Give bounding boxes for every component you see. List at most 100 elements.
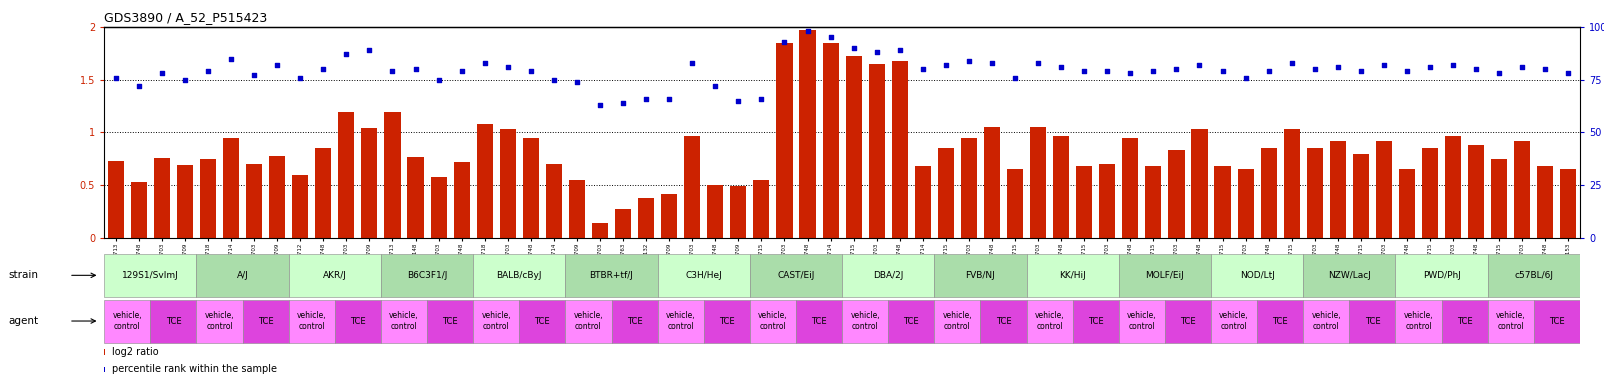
Bar xyxy=(1027,300,1073,343)
Text: vehicle,
control: vehicle, control xyxy=(1128,311,1156,331)
Bar xyxy=(685,136,701,238)
Point xyxy=(1325,64,1351,70)
Point xyxy=(149,70,175,76)
Text: vehicle,
control: vehicle, control xyxy=(666,311,696,331)
Point xyxy=(449,68,475,74)
Text: TCE: TCE xyxy=(350,316,366,326)
Bar xyxy=(1349,300,1395,343)
Bar xyxy=(1258,300,1302,343)
Bar xyxy=(1076,166,1092,238)
Text: TCE: TCE xyxy=(627,316,642,326)
Bar xyxy=(338,113,354,238)
Bar xyxy=(1330,141,1346,238)
Bar xyxy=(938,148,954,238)
Bar xyxy=(1283,129,1299,238)
Bar xyxy=(980,300,1027,343)
Text: FVB/NJ: FVB/NJ xyxy=(966,271,996,280)
Text: TCE: TCE xyxy=(1549,316,1564,326)
Text: CAST/EiJ: CAST/EiJ xyxy=(778,271,815,280)
Bar xyxy=(961,138,977,238)
Text: BTBR+tf/J: BTBR+tf/J xyxy=(590,271,634,280)
Text: vehicle,
control: vehicle, control xyxy=(1404,311,1434,331)
Point xyxy=(772,39,797,45)
Point xyxy=(1163,66,1189,72)
Bar xyxy=(1492,159,1508,238)
Bar xyxy=(1302,254,1395,297)
Point xyxy=(196,68,221,74)
Bar xyxy=(776,43,792,238)
Point xyxy=(1347,68,1373,74)
Bar xyxy=(454,162,470,238)
Text: percentile rank within the sample: percentile rank within the sample xyxy=(112,364,277,374)
Text: vehicle,
control: vehicle, control xyxy=(943,311,972,331)
Text: BALB/cByJ: BALB/cByJ xyxy=(497,271,542,280)
Text: KK/HiJ: KK/HiJ xyxy=(1059,271,1086,280)
Bar xyxy=(1123,138,1139,238)
Point xyxy=(472,60,497,66)
Bar xyxy=(565,254,658,297)
Point xyxy=(1463,66,1489,72)
Bar xyxy=(1561,169,1577,238)
Point xyxy=(656,96,682,102)
Point xyxy=(218,55,244,61)
Point xyxy=(403,66,428,72)
Bar xyxy=(427,300,473,343)
Point xyxy=(1371,62,1397,68)
Point xyxy=(425,76,451,83)
Text: vehicle,
control: vehicle, control xyxy=(759,311,788,331)
Bar xyxy=(151,300,196,343)
Bar xyxy=(1211,300,1258,343)
Bar xyxy=(380,254,473,297)
Point xyxy=(1233,74,1259,81)
Bar xyxy=(1352,154,1368,238)
Point xyxy=(818,34,844,40)
Bar xyxy=(245,164,261,238)
Bar xyxy=(934,300,980,343)
Text: TCE: TCE xyxy=(1365,316,1379,326)
Point xyxy=(565,79,590,85)
Text: TCE: TCE xyxy=(165,316,181,326)
Bar xyxy=(380,300,427,343)
Bar xyxy=(407,157,423,238)
Bar xyxy=(796,300,842,343)
Point xyxy=(1049,64,1075,70)
Point xyxy=(1071,68,1097,74)
Bar xyxy=(1533,300,1580,343)
Text: B6C3F1/J: B6C3F1/J xyxy=(407,271,448,280)
Bar xyxy=(934,254,1027,297)
Point xyxy=(127,83,152,89)
Bar xyxy=(1487,300,1533,343)
Bar xyxy=(107,161,124,238)
Point xyxy=(680,60,706,66)
Text: vehicle,
control: vehicle, control xyxy=(1035,311,1065,331)
Point xyxy=(265,62,290,68)
Point xyxy=(956,58,982,64)
Bar xyxy=(1302,300,1349,343)
Point xyxy=(634,96,659,102)
Bar xyxy=(1307,148,1323,238)
Bar xyxy=(385,113,401,238)
Bar xyxy=(704,300,749,343)
Point xyxy=(587,102,613,108)
Point xyxy=(1118,70,1144,76)
Bar xyxy=(1099,164,1115,238)
Bar xyxy=(614,209,630,238)
Text: vehicle,
control: vehicle, control xyxy=(390,311,419,331)
Bar xyxy=(430,177,446,238)
Point xyxy=(1278,60,1304,66)
Point xyxy=(1440,62,1466,68)
Bar xyxy=(1442,300,1487,343)
Bar xyxy=(316,148,332,238)
Bar xyxy=(1487,254,1580,297)
Bar xyxy=(1120,254,1211,297)
Bar xyxy=(523,138,539,238)
Point xyxy=(865,49,890,55)
Point xyxy=(840,45,866,51)
Point xyxy=(978,60,1004,66)
Point xyxy=(610,100,635,106)
Text: MOLF/EiJ: MOLF/EiJ xyxy=(1145,271,1184,280)
Bar xyxy=(1120,300,1165,343)
Bar xyxy=(1054,136,1070,238)
Bar xyxy=(1165,300,1211,343)
Bar xyxy=(200,159,217,238)
